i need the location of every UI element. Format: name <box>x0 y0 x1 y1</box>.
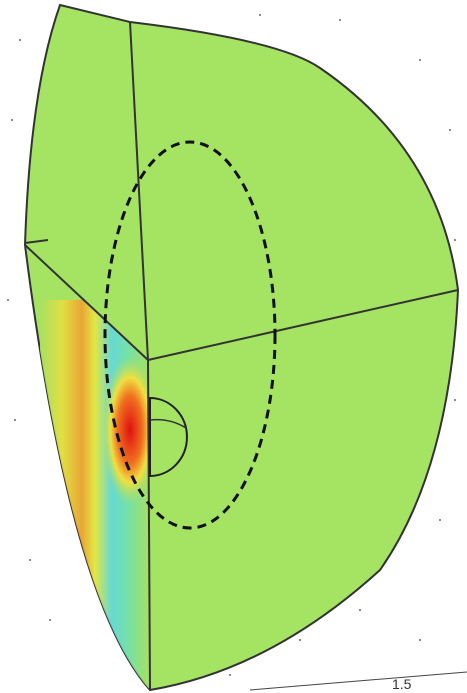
axis-line <box>250 672 467 690</box>
simulation-view: 1.5 <box>0 0 467 693</box>
axis-tick-label: 1.5 <box>392 676 412 692</box>
page: 1.5 (() => { const data = JSON.parse(doc… <box>0 0 467 693</box>
